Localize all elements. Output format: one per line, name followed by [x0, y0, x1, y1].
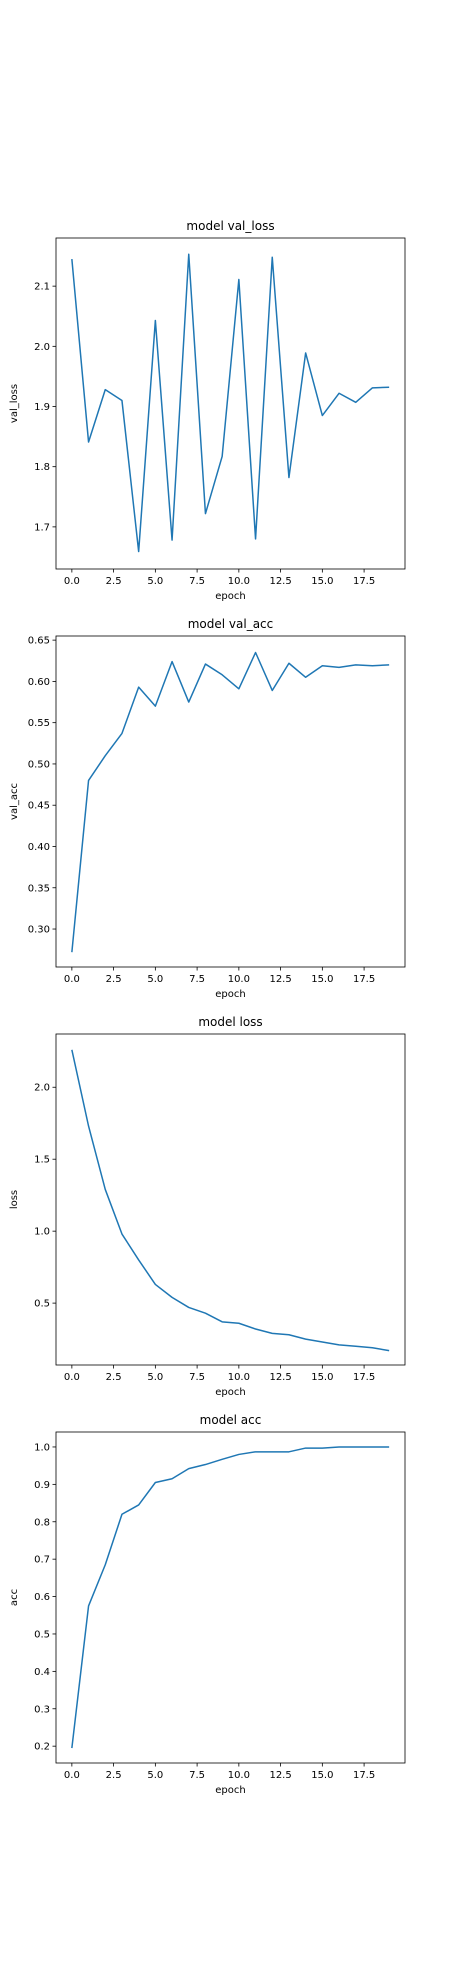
y-tick-label: 0.5	[34, 1299, 50, 1310]
y-tick-label: 0.45	[28, 801, 50, 812]
y-axis-label: val_acc	[9, 783, 20, 820]
x-tick-label: 7.5	[189, 1770, 205, 1781]
y-tick-label: 1.0	[34, 1442, 50, 1453]
y-tick-label: 0.30	[28, 925, 50, 936]
y-axis-label: acc	[9, 1589, 20, 1606]
x-tick-label: 12.5	[269, 576, 291, 587]
y-tick-label: 0.65	[28, 636, 50, 647]
y-tick-label: 0.2	[34, 1742, 50, 1753]
chart-title: model loss	[198, 1015, 262, 1029]
x-tick-label: 17.5	[353, 974, 375, 985]
y-tick-label: 0.40	[28, 842, 50, 853]
x-tick-label: 10.0	[228, 974, 250, 985]
x-axis-label: epoch	[215, 989, 245, 1000]
x-axis-label: epoch	[215, 1785, 245, 1796]
chart-panel-3: 0.0 2.5 5.0 7.5 10.0 12.5 15.0 17.5 0.5 1.0 1.5 2.0…	[9, 1015, 406, 1398]
y-axis-label: loss	[9, 1190, 20, 1209]
x-tick-label: 12.5	[269, 1770, 291, 1781]
y-tick-label: 1.9	[34, 402, 50, 413]
x-tick-label: 10.0	[228, 1770, 250, 1781]
y-tick-label: 2.0	[34, 342, 50, 353]
x-axis-label: epoch	[215, 1387, 245, 1398]
y-tick-label: 1.0	[34, 1227, 50, 1238]
y-tick-label: 0.7	[34, 1555, 50, 1566]
x-tick-label: 0.0	[64, 974, 80, 985]
x-tick-label: 0.0	[64, 1372, 80, 1383]
x-tick-label: 7.5	[189, 974, 205, 985]
y-tick-label: 0.9	[34, 1480, 50, 1491]
x-tick-label: 17.5	[353, 1372, 375, 1383]
y-tick-label: 0.3	[34, 1704, 50, 1715]
y-tick-label: 0.35	[28, 883, 50, 894]
series-line	[71, 253, 390, 553]
plot-frame	[55, 237, 406, 570]
x-tick-label: 7.5	[189, 1372, 205, 1383]
chart-panel-4: 0.0 2.5 5.0 7.5 10.0 12.5 15.0 17.5 0.2 0.3 0.4 0.5…	[9, 1413, 406, 1796]
x-tick-label: 5.0	[147, 1372, 163, 1383]
x-tick-label: 15.0	[311, 1770, 333, 1781]
series-line	[71, 651, 390, 953]
series-line	[71, 1446, 390, 1749]
x-tick-label: 5.0	[147, 1770, 163, 1781]
y-tick-label: 0.50	[28, 759, 50, 770]
chart-title: model val_loss	[186, 219, 274, 233]
y-tick-label: 2.0	[34, 1083, 50, 1094]
plot-frame	[55, 1033, 406, 1366]
y-tick-label: 0.5	[34, 1629, 50, 1640]
x-tick-label: 17.5	[353, 576, 375, 587]
x-tick-label: 2.5	[106, 576, 122, 587]
x-tick-label: 12.5	[269, 1372, 291, 1383]
series-line	[71, 1049, 390, 1352]
x-tick-label: 15.0	[311, 974, 333, 985]
y-tick-label: 0.4	[34, 1667, 50, 1678]
y-tick-label: 2.1	[34, 282, 50, 293]
y-tick-label: 1.8	[34, 462, 50, 473]
x-tick-label: 2.5	[106, 1770, 122, 1781]
y-tick-label: 0.8	[34, 1517, 50, 1528]
chart-panel-2: 0.0 2.5 5.0 7.5 10.0 12.5 15.0 17.5 0.30 0.35 0.40…	[9, 617, 406, 1000]
x-tick-label: 15.0	[311, 576, 333, 587]
x-tick-label: 0.0	[64, 1770, 80, 1781]
x-tick-label: 5.0	[147, 576, 163, 587]
x-tick-label: 10.0	[228, 576, 250, 587]
x-axis-label: epoch	[215, 591, 245, 602]
x-tick-label: 2.5	[106, 1372, 122, 1383]
x-tick-label: 5.0	[147, 974, 163, 985]
x-tick-label: 2.5	[106, 974, 122, 985]
y-tick-label: 1.7	[34, 522, 50, 533]
chart-title: model val_acc	[188, 617, 274, 631]
y-tick-label: 0.6	[34, 1592, 50, 1603]
y-tick-label: 1.5	[34, 1155, 50, 1166]
x-tick-label: 7.5	[189, 576, 205, 587]
x-tick-label: 17.5	[353, 1770, 375, 1781]
y-axis-label: val_loss	[9, 384, 20, 423]
y-tick-label: 0.60	[28, 677, 50, 688]
x-tick-label: 0.0	[64, 576, 80, 587]
x-tick-label: 10.0	[228, 1372, 250, 1383]
y-tick-label: 0.55	[28, 718, 50, 729]
chart-title: model acc	[200, 1413, 262, 1427]
x-tick-label: 12.5	[269, 974, 291, 985]
x-tick-label: 15.0	[311, 1372, 333, 1383]
plot-frame	[55, 1431, 406, 1764]
plot-frame	[55, 635, 406, 968]
chart-panel-1: 0.0 2.5 5.0 7.5 10.0 12.5 15.0 17.5 1.7 1.8 1.9 2.0…	[9, 219, 406, 602]
